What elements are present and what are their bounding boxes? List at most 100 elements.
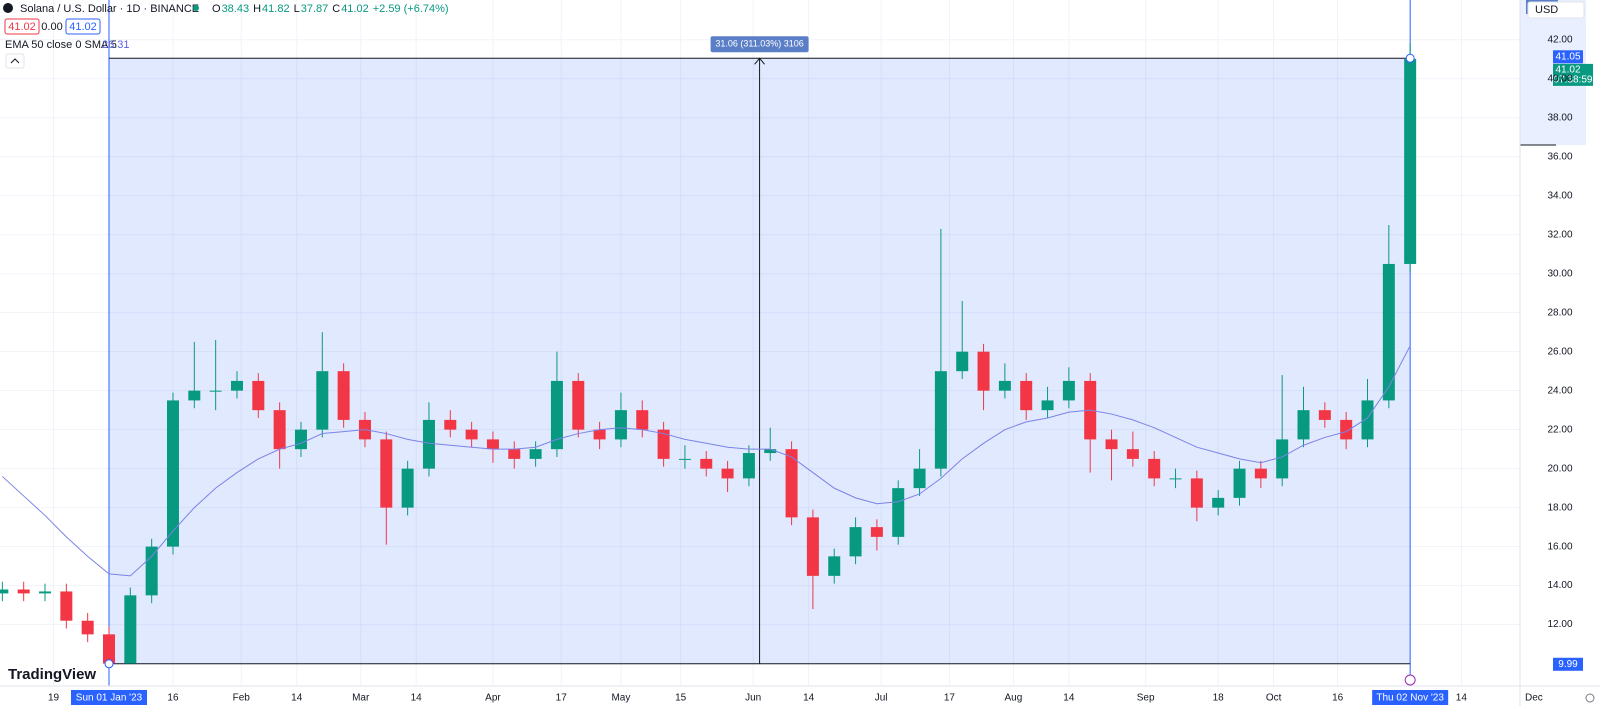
candle-body [1190,478,1203,508]
candle-body [1020,380,1033,411]
candle-body [209,390,222,392]
candle-body [572,380,585,430]
collapse-button[interactable] [5,53,25,69]
ohlc-key: O [212,3,221,15]
ohlc-key: C [332,3,340,15]
candle-body [849,527,862,557]
ohlc-value: 37.87 [301,3,329,15]
x-tick-label: 15 [675,693,687,704]
currency-button[interactable] [1527,1,1585,19]
candle-body [166,400,179,547]
candle-body [657,429,670,459]
candle-body [700,458,713,469]
candle-body [444,419,457,430]
candle-body [977,351,990,391]
y-tick-label: 32.00 [1547,229,1572,240]
candle-body [1041,400,1054,411]
measure-x-tag: Sun 01 Jan '23 [76,693,143,704]
y-tick-label: 12.00 [1547,619,1572,630]
x-tick-label: Oct [1266,693,1282,704]
indicator-name[interactable]: EMA 50 close 0 SMA 5 [5,39,117,51]
measure-handle [104,659,114,669]
x-tick-label: Apr [485,693,501,704]
measure-tag-bg [1553,50,1583,64]
measure-tag-bg [1553,657,1583,671]
candle-body [721,468,734,479]
x-tick-label: May [611,693,630,704]
x-tick-label: 16 [167,693,179,704]
measure-label: 31.06 (311.03%) 3106 [715,39,803,49]
ohlc-value: 41.02 [341,3,369,15]
x-tick-label: Mar [352,693,370,704]
candle-body [401,468,414,508]
candle-body [316,371,329,430]
x-tick-label: 14 [411,693,423,704]
y-tick-label: 40.00 [1547,73,1572,84]
y-tick-label: 22.00 [1547,424,1572,435]
buy-button[interactable] [65,18,101,35]
candle-body [145,546,158,596]
x-tick-label: 17 [944,693,956,704]
candle-body [828,556,841,576]
y-tick-label: 18.00 [1547,502,1572,513]
x-tick-label: Dec [1525,693,1543,704]
measure-x-tag-bg [1372,690,1449,705]
y-tick-label: 24.00 [1547,385,1572,396]
candle-body [1254,468,1267,479]
currency[interactable]: USD [1535,4,1558,16]
symbol-title[interactable]: Solana / U.S. Dollar · 1D · BINANCE [20,3,199,15]
candle-body [273,410,286,450]
ohlc-value: 38.43 [222,3,250,15]
status-dot [193,5,199,11]
candle-body [870,527,883,537]
candle-body [465,429,478,440]
measure-arrowhead [754,57,765,65]
spread: 0.00 [41,21,62,33]
settings-icon[interactable] [1585,693,1595,703]
candle-body [614,410,627,440]
candle-body [1062,380,1075,401]
y-tick-label: 42.00 [1547,34,1572,45]
candle-body [124,595,137,664]
y-tick-label: 34.00 [1547,190,1572,201]
brand-logo[interactable]: TradingView [8,666,96,683]
candle-body [956,351,969,372]
ema-line [2,345,1411,577]
countdown: 07:38:59 [1554,75,1593,86]
candle-body [1361,400,1374,440]
ohlc-value: 41.82 [262,3,290,15]
candle-body [764,449,777,454]
last-price: 41.02 [1555,65,1580,76]
candle-body [934,371,947,469]
x-tick-label: Feb [233,693,251,704]
x-tick-label: 14 [1456,693,1468,704]
candle-body [337,371,350,420]
y-tick-label: 30.00 [1547,268,1572,279]
candle-body [1382,263,1395,401]
x-tick-label: 14 [291,693,303,704]
candle-body [0,589,9,594]
y-tick-label: 20.00 [1547,463,1572,474]
price-change: +2.59 (+6.74%) [373,3,449,15]
sell-button[interactable] [4,18,40,35]
bid[interactable]: 41.02 [8,21,36,33]
x-tick-label: 16 [1332,693,1344,704]
candle-body [1212,497,1225,508]
candle-body [1169,478,1182,480]
x-tick-label: 14 [803,693,815,704]
y-tick-label: 28.00 [1547,307,1572,318]
candle-body [529,449,542,459]
candle-body [998,380,1011,391]
candle-body [1126,449,1139,459]
candle-body [742,453,755,479]
measure-tag: 41.05 [1555,51,1580,62]
candle-body [17,589,30,594]
candle-body [81,620,94,635]
candle-body [1276,439,1289,479]
candle-body [294,429,307,450]
ask[interactable]: 41.02 [69,21,97,33]
candle-body [593,429,606,440]
candle-body [785,449,798,518]
